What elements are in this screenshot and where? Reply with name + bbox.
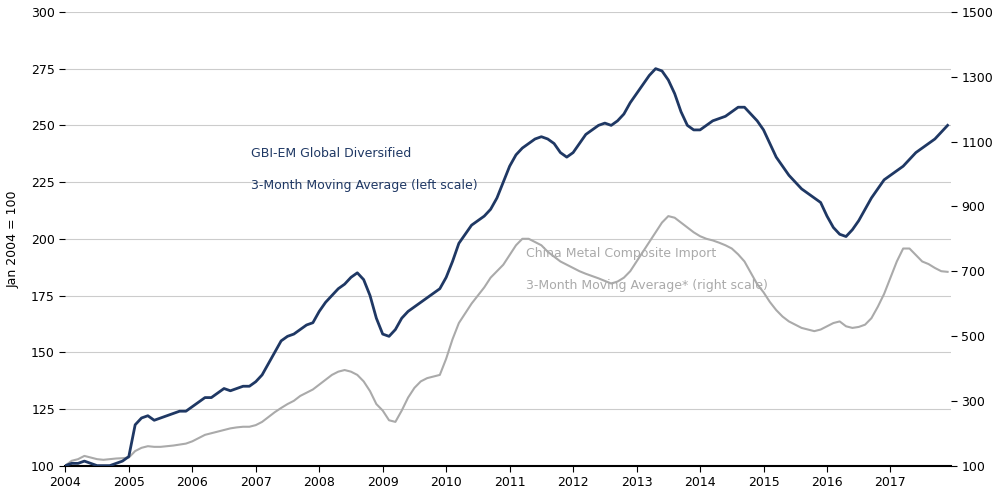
Text: China Metal Composite Import: China Metal Composite Import [526,247,716,260]
Y-axis label: Jan 2004 = 100: Jan 2004 = 100 [7,190,20,288]
Text: 3-Month Moving Average (left scale): 3-Month Moving Average (left scale) [251,179,478,192]
Text: 3-Month Moving Average* (right scale): 3-Month Moving Average* (right scale) [526,279,768,292]
Text: GBI-EM Global Diversified: GBI-EM Global Diversified [251,147,412,160]
